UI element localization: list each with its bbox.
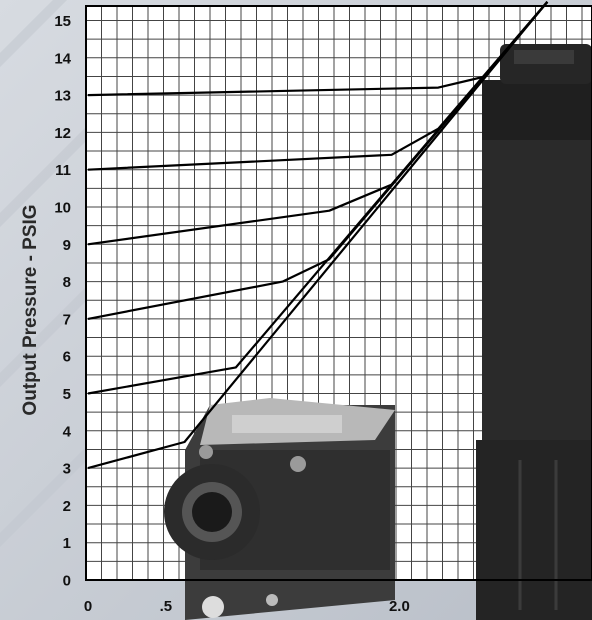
y-tick-label: 3 [63, 461, 71, 478]
y-tick-label: 1 [63, 535, 71, 552]
product-image-cylinder [476, 44, 592, 620]
y-tick-label: 8 [63, 274, 71, 291]
y-tick-label: 2 [63, 498, 71, 515]
x-tick-label: 0 [84, 598, 92, 615]
y-tick-label: 15 [54, 13, 71, 30]
y-axis-title: Output Pressure - PSIG [20, 204, 41, 415]
y-tick-label: 4 [63, 423, 72, 440]
y-tick-label: 14 [54, 50, 71, 67]
y-tick-label: 7 [63, 311, 71, 328]
x-tick-labels: 0 .5 2.0 [84, 598, 410, 615]
product-image-connector [164, 398, 395, 620]
y-tick-label: 0 [63, 573, 71, 590]
y-tick-label: 13 [54, 88, 71, 105]
plot-frame [85, 5, 592, 581]
y-tick-label: 6 [63, 349, 71, 366]
series-group [87, 1, 549, 470]
y-tick-label: 10 [54, 200, 71, 217]
y-tick-label: 9 [63, 237, 71, 254]
y-tick-label: 11 [55, 162, 71, 179]
series-line-6 [87, 1, 549, 97]
y-tick-label: 12 [54, 125, 71, 142]
y-tick-label: 5 [63, 386, 71, 403]
x-tick-label: 2.0 [389, 598, 410, 615]
series-line-5 [87, 1, 549, 171]
x-tick-label: .5 [160, 598, 173, 615]
series-line-1 [87, 1, 549, 470]
